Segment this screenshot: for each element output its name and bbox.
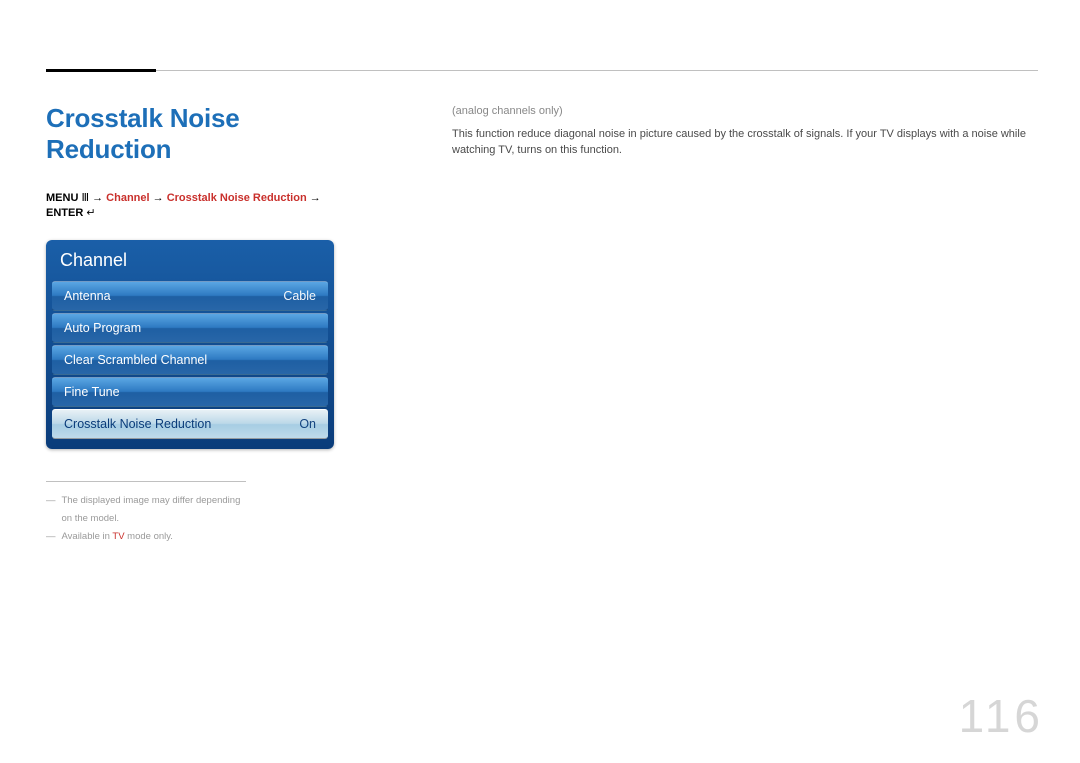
footnote-tv: TV	[112, 531, 124, 542]
osd-item-label: Auto Program	[64, 321, 141, 335]
footnote-text: The displayed image may differ depending…	[62, 492, 247, 528]
footnote-pre: Available in	[62, 531, 113, 542]
osd-item-antenna[interactable]: Antenna Cable	[52, 281, 328, 311]
breadcrumb-cnr: Crosstalk Noise Reduction	[167, 192, 307, 204]
breadcrumb-arrow: →	[153, 192, 164, 204]
osd-panel: Channel Antenna Cable Auto Program Clear…	[46, 240, 334, 449]
breadcrumb-arrow: →	[92, 192, 103, 204]
breadcrumb-channel: Channel	[106, 192, 149, 204]
osd-item-fine-tune[interactable]: Fine Tune	[52, 377, 328, 407]
breadcrumb-menu-label: MENU	[46, 192, 78, 204]
footnote-dash: ―	[46, 492, 56, 528]
footnotes: ― The displayed image may differ dependi…	[46, 481, 246, 546]
breadcrumb-arrow: →	[310, 192, 321, 204]
osd-item-label: Antenna	[64, 289, 111, 303]
osd-item-value: Cable	[283, 289, 316, 303]
osd-header: Channel	[52, 240, 328, 281]
menu-icon: Ⅲ	[81, 192, 89, 204]
page-title: Crosstalk Noise Reduction	[46, 103, 334, 165]
breadcrumb-enter-label: ENTER	[46, 207, 83, 219]
osd-item-label: Crosstalk Noise Reduction	[64, 417, 211, 431]
enter-icon: ↵	[86, 207, 95, 219]
osd-item-value: On	[299, 417, 316, 431]
osd-item-crosstalk-noise-reduction[interactable]: Crosstalk Noise Reduction On	[52, 409, 328, 439]
footnote-1: ― The displayed image may differ dependi…	[46, 492, 246, 528]
description-text: This function reduce diagonal noise in p…	[452, 126, 1038, 159]
breadcrumb: MENU Ⅲ → Channel → Crosstalk Noise Reduc…	[46, 191, 334, 222]
footnote-dash: ―	[46, 528, 56, 546]
osd-item-clear-scrambled[interactable]: Clear Scrambled Channel	[52, 345, 328, 375]
footnote-post: mode only.	[125, 531, 173, 542]
page-number: 116	[959, 689, 1044, 743]
footnote-text: Available in TV mode only.	[62, 528, 173, 546]
osd-item-auto-program[interactable]: Auto Program	[52, 313, 328, 343]
analog-note: (analog channels only)	[452, 103, 1038, 120]
osd-item-label: Clear Scrambled Channel	[64, 353, 207, 367]
header-accent-bar	[46, 69, 156, 72]
footnote-2: ― Available in TV mode only.	[46, 528, 246, 546]
osd-item-label: Fine Tune	[64, 385, 120, 399]
